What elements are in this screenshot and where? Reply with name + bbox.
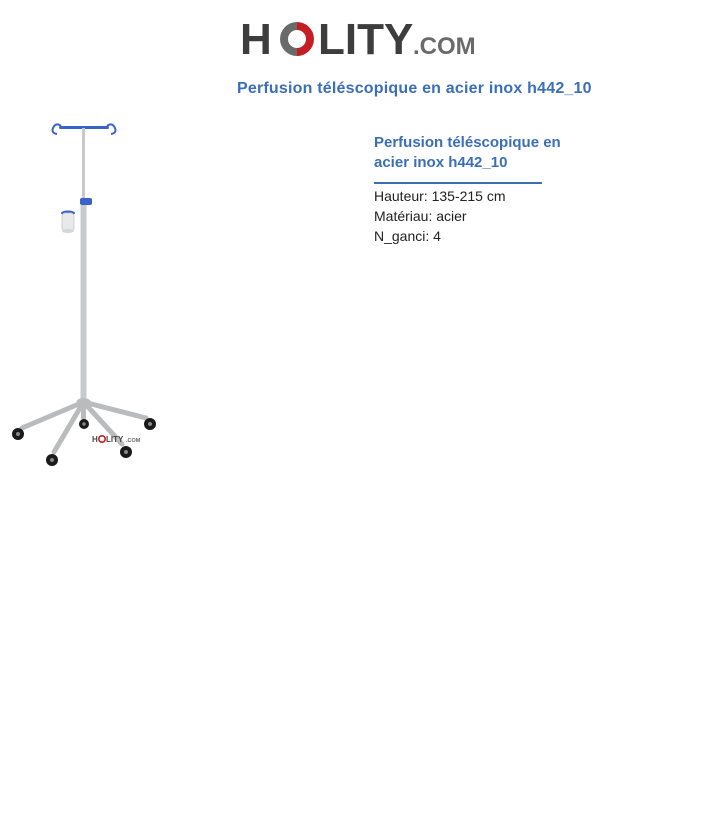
divider bbox=[374, 182, 542, 184]
spec-line: N_ganci: 4 bbox=[374, 228, 584, 244]
svg-text:LITY: LITY bbox=[106, 435, 124, 444]
product-details: Perfusion téléscopique en acier inox h44… bbox=[374, 133, 584, 244]
spec-line: Matériau: acier bbox=[374, 208, 584, 224]
svg-text:.COM: .COM bbox=[126, 438, 141, 444]
logo-text-lity: LITY bbox=[318, 15, 413, 64]
site-logo: H LITY .COM bbox=[240, 12, 480, 66]
logo-text-dotcom: .COM bbox=[413, 33, 476, 60]
logo-ring-icon bbox=[280, 22, 314, 56]
logo-letter-h: H bbox=[240, 15, 272, 64]
image-watermark: H bbox=[92, 435, 98, 444]
page-title: Perfusion téléscopique en acier inox h44… bbox=[237, 80, 592, 98]
product-image: H LITY .COM bbox=[4, 118, 164, 478]
spec-line: Hauteur: 135-215 cm bbox=[374, 188, 584, 204]
product-details-title: Perfusion téléscopique en acier inox h44… bbox=[374, 133, 584, 172]
